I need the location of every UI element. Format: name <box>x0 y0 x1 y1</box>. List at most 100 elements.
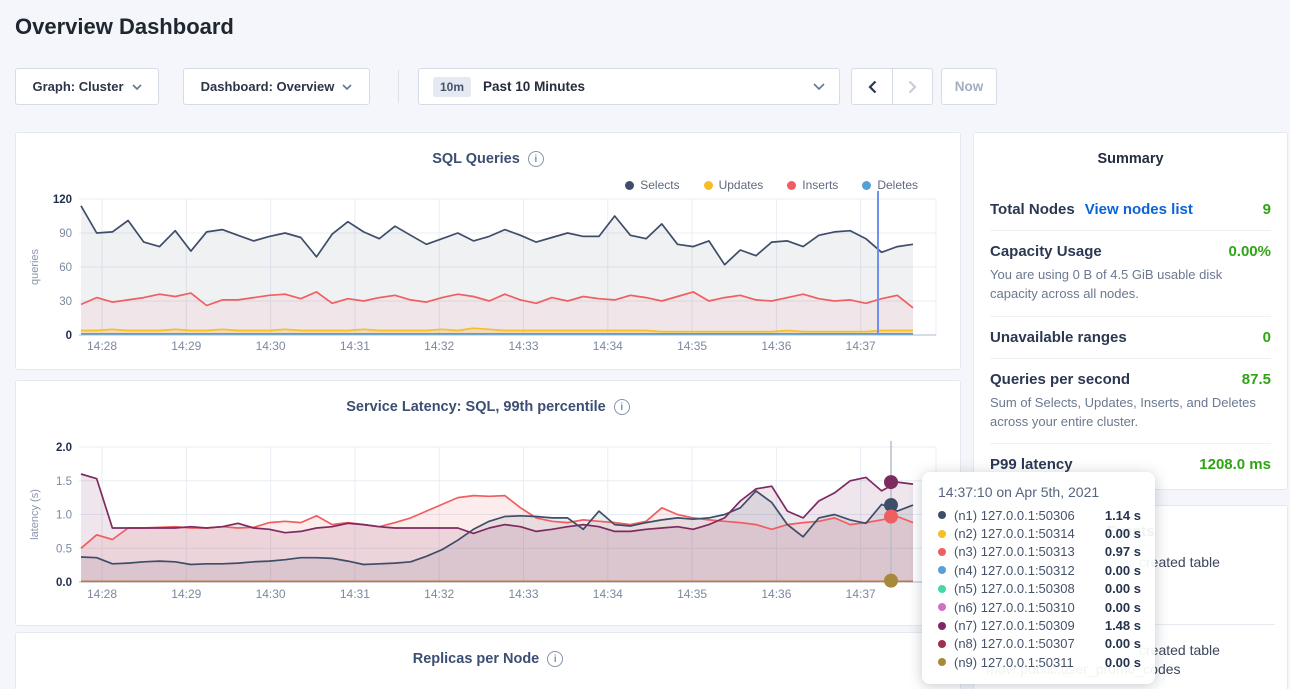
time-prev-button[interactable] <box>852 69 892 104</box>
dashboard-dropdown-label: Dashboard: Overview <box>201 79 335 94</box>
node-color-dot <box>938 566 946 574</box>
summary-value: 1208.0 ms <box>1199 456 1271 473</box>
chart-title-text: Replicas per Node <box>413 651 540 667</box>
node-latency-value: 0.00 s <box>1105 636 1141 651</box>
svg-text:1.0: 1.0 <box>56 510 72 522</box>
svg-text:14:36: 14:36 <box>761 339 791 353</box>
time-range-dropdown[interactable]: 10m Past 10 Minutes <box>418 68 840 105</box>
time-range-label: Past 10 Minutes <box>483 79 801 94</box>
svg-text:0.0: 0.0 <box>56 577 72 589</box>
chart-hover-tooltip: 14:37:10 on Apr 5th, 2021 (n1) 127.0.0.1… <box>922 472 1155 684</box>
tooltip-node-row: (n1) 127.0.0.1:50306 1.14 s <box>938 506 1141 524</box>
crosshair-marker <box>884 510 898 524</box>
svg-text:14:30: 14:30 <box>256 587 286 601</box>
node-latency-value: 1.48 s <box>1105 618 1141 633</box>
sql-queries-chart-title: SQL Queries i <box>16 133 960 167</box>
node-latency-value: 0.00 s <box>1105 655 1141 670</box>
chevron-left-icon <box>868 80 877 94</box>
svg-text:120: 120 <box>53 194 72 206</box>
node-address: (n3) 127.0.0.1:50313 <box>954 544 1097 559</box>
replicas-chart-card: Replicas per Node i <box>15 632 961 689</box>
time-range-badge: 10m <box>433 77 471 97</box>
chart-title-text: SQL Queries <box>432 151 520 167</box>
summary-label: Capacity Usage <box>990 243 1102 260</box>
svg-text:latency (s): latency (s) <box>29 489 41 540</box>
svg-text:14:33: 14:33 <box>508 587 538 601</box>
node-color-dot <box>938 530 946 538</box>
svg-text:14:30: 14:30 <box>256 339 286 353</box>
node-color-dot <box>938 603 946 611</box>
tooltip-node-row: (n3) 127.0.0.1:50313 0.97 s <box>938 543 1141 561</box>
svg-text:14:35: 14:35 <box>677 339 707 353</box>
chart-title-text: Service Latency: SQL, 99th percentile <box>346 399 606 415</box>
svg-text:14:34: 14:34 <box>593 339 623 353</box>
time-nav-group <box>851 68 933 105</box>
svg-text:14:31: 14:31 <box>340 587 370 601</box>
crosshair-marker <box>884 574 898 588</box>
toolbar-divider <box>398 70 399 103</box>
summary-label: Unavailable ranges <box>990 329 1127 346</box>
svg-text:2.0: 2.0 <box>56 442 72 454</box>
tooltip-node-row: (n2) 127.0.0.1:50314 0.00 s <box>938 524 1141 542</box>
graph-dropdown[interactable]: Graph: Cluster <box>15 68 159 105</box>
sql-queries-plot[interactable]: 14:28 14:29 14:30 14:31 14:32 14:33 14:34 14:35… <box>16 189 962 364</box>
svg-text:14:28: 14:28 <box>87 339 117 353</box>
service-latency-chart-title: Service Latency: SQL, 99th percentile i <box>16 381 960 415</box>
node-color-dot <box>938 640 946 648</box>
node-latency-value: 0.00 s <box>1105 563 1141 578</box>
chevron-down-icon <box>132 84 142 90</box>
node-latency-value: 0.00 s <box>1105 600 1141 615</box>
svg-text:14:31: 14:31 <box>340 339 370 353</box>
summary-row-total-nodes: Total Nodes View nodes list 9 <box>990 189 1271 231</box>
chevron-down-icon <box>342 84 352 90</box>
node-address: (n4) 127.0.0.1:50312 <box>954 563 1097 578</box>
node-address: (n2) 127.0.0.1:50314 <box>954 526 1097 541</box>
svg-text:14:36: 14:36 <box>761 587 791 601</box>
page-title: Overview Dashboard <box>15 14 234 40</box>
info-icon[interactable]: i <box>547 651 563 667</box>
svg-text:1.5: 1.5 <box>56 476 72 488</box>
sql-queries-chart-card: SQL Queries i Selects Updates Inserts De… <box>15 132 961 370</box>
chevron-down-icon <box>813 83 825 90</box>
node-address: (n9) 127.0.0.1:50311 <box>954 655 1097 670</box>
info-icon[interactable]: i <box>528 151 544 167</box>
view-nodes-list-link[interactable]: View nodes list <box>1085 201 1193 218</box>
svg-text:14:28: 14:28 <box>87 587 117 601</box>
info-icon[interactable]: i <box>614 399 630 415</box>
service-latency-chart-card: Service Latency: SQL, 99th percentile i … <box>15 380 961 626</box>
svg-text:14:37: 14:37 <box>846 587 876 601</box>
summary-label: Total Nodes <box>990 201 1075 218</box>
node-address: (n1) 127.0.0.1:50306 <box>954 508 1097 523</box>
svg-text:14:37: 14:37 <box>846 339 876 353</box>
svg-text:queries: queries <box>29 248 41 285</box>
svg-text:14:32: 14:32 <box>424 339 454 353</box>
service-latency-plot[interactable]: 14:2814:2914:3014:3114:3214:3314:3414:35… <box>16 437 962 612</box>
svg-text:14:29: 14:29 <box>171 587 201 601</box>
svg-text:14:34: 14:34 <box>593 587 623 601</box>
summary-row-unavailable: Unavailable ranges 0 <box>990 317 1271 359</box>
summary-label: Queries per second <box>990 371 1130 388</box>
dashboard-dropdown[interactable]: Dashboard: Overview <box>183 68 370 105</box>
tooltip-timestamp: 14:37:10 on Apr 5th, 2021 <box>938 484 1141 500</box>
node-address: (n6) 127.0.0.1:50310 <box>954 600 1097 615</box>
svg-text:14:33: 14:33 <box>508 339 538 353</box>
tooltip-node-row: (n6) 127.0.0.1:50310 0.00 s <box>938 598 1141 616</box>
summary-row-capacity: Capacity Usage 0.00% You are using 0 B o… <box>990 231 1271 317</box>
svg-text:30: 30 <box>59 296 72 308</box>
node-latency-value: 1.14 s <box>1105 508 1141 523</box>
time-next-button[interactable] <box>892 69 932 104</box>
summary-heading: Summary <box>990 133 1271 167</box>
replicas-chart-title: Replicas per Node i <box>16 633 960 667</box>
node-color-dot <box>938 511 946 519</box>
node-latency-value: 0.00 s <box>1105 526 1141 541</box>
now-button[interactable]: Now <box>941 68 997 105</box>
tooltip-node-row: (n7) 127.0.0.1:50309 1.48 s <box>938 616 1141 634</box>
node-latency-value: 0.97 s <box>1105 544 1141 559</box>
summary-panel: Summary Total Nodes View nodes list 9 Ca… <box>973 132 1288 490</box>
summary-value: 87.5 <box>1242 371 1271 388</box>
svg-text:14:29: 14:29 <box>171 339 201 353</box>
node-address: (n8) 127.0.0.1:50307 <box>954 636 1097 651</box>
svg-text:0: 0 <box>66 330 72 342</box>
node-address: (n7) 127.0.0.1:50309 <box>954 618 1097 633</box>
svg-text:90: 90 <box>59 228 72 240</box>
